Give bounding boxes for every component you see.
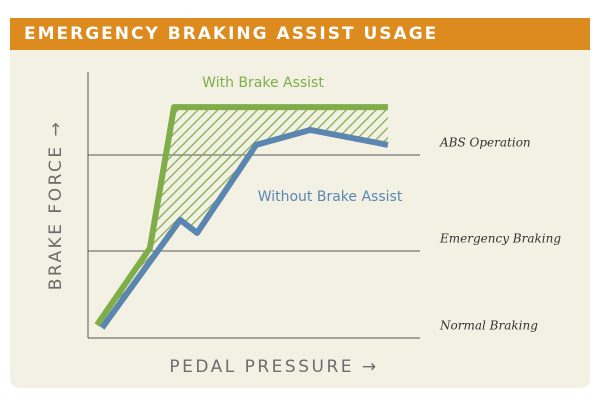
panel bbox=[10, 50, 590, 388]
title-bar bbox=[10, 18, 590, 50]
reference-label: Normal Braking bbox=[439, 319, 538, 333]
x-axis-label: PEDAL PRESSURE → bbox=[169, 357, 378, 377]
series-label: With Brake Assist bbox=[202, 75, 324, 91]
reference-label: Emergency Braking bbox=[439, 232, 561, 246]
reference-label: ABS Operation bbox=[439, 135, 531, 149]
y-axis-label: BRAKE FORCE → bbox=[46, 120, 66, 291]
chart-title: EMERGENCY BRAKING ASSIST USAGE bbox=[24, 24, 438, 44]
hatched-area bbox=[97, 107, 388, 328]
series-line bbox=[99, 126, 389, 330]
series-line bbox=[94, 104, 388, 327]
series-label: Without Brake Assist bbox=[258, 189, 403, 205]
